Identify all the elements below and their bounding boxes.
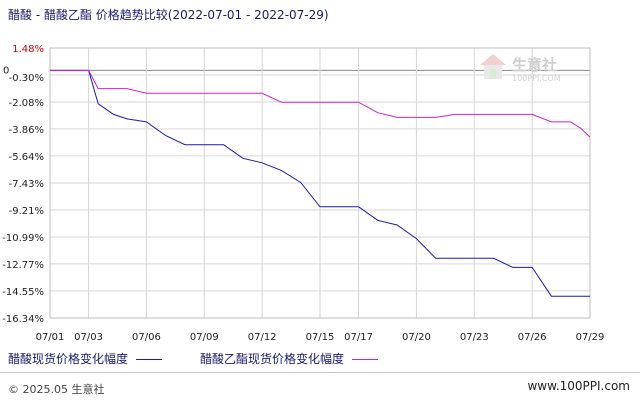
site-url[interactable]: www.100PPI.com xyxy=(527,379,630,393)
legend-series-2: 醋酸乙酯现货价格变化幅度 xyxy=(200,350,379,367)
watermark-logo-icon xyxy=(480,54,506,79)
watermark: 生意社 100PPI.COM xyxy=(478,52,561,86)
x-tick-label: 07/23 xyxy=(460,332,489,343)
legend-series-1: 醋酸现货价格变化幅度 xyxy=(8,350,163,367)
x-tick-label: 07/20 xyxy=(402,332,431,343)
legend-swatch-series-2 xyxy=(352,359,379,360)
y-tick-label: 1.48% xyxy=(12,44,44,55)
x-tick-label: 07/06 xyxy=(132,332,161,343)
y-tick-label: -9.21% xyxy=(9,206,44,217)
watermark-url: 100PPI.COM xyxy=(512,74,561,83)
legend-label-series-2: 醋酸乙酯现货价格变化幅度 xyxy=(200,352,345,366)
y-tick-label: -14.55% xyxy=(2,287,44,298)
chart-title: 醋酸 - 醋酸乙酯 价格趋势比较(2022-07-01 - 2022-07-29… xyxy=(8,8,329,22)
y-tick-label: -10.99% xyxy=(2,233,44,244)
x-tick-label: 07/01 xyxy=(36,332,65,343)
y-tick-label: -3.86% xyxy=(9,125,44,136)
x-tick-label: 07/29 xyxy=(576,332,605,343)
watermark-name: 生意社 xyxy=(512,56,558,74)
y-tick-label: -0.30% xyxy=(9,73,44,84)
series-line-1 xyxy=(50,69,590,297)
y-tick-label: -16.34% xyxy=(2,314,44,325)
x-tick-label: 07/17 xyxy=(344,332,373,343)
x-tick-label: 07/26 xyxy=(518,332,547,343)
legend-swatch-series-1 xyxy=(136,359,163,360)
zero-label: 0 xyxy=(3,65,9,76)
x-tick-label: 07/15 xyxy=(306,332,335,343)
x-tick-label: 07/09 xyxy=(190,332,219,343)
y-tick-label: -7.43% xyxy=(9,179,44,190)
legend-label-series-1: 醋酸现货价格变化幅度 xyxy=(8,352,129,366)
y-tick-label: -2.08% xyxy=(9,98,44,109)
x-tick-label: 07/12 xyxy=(248,332,277,343)
site-link[interactable]: www.100PPI.com xyxy=(527,379,630,393)
series-line-2 xyxy=(50,69,591,138)
y-tick-label: -5.64% xyxy=(9,152,44,163)
plot-frame xyxy=(49,47,591,319)
copyright-text: © 2025.05 生意社 xyxy=(8,383,105,396)
x-tick-label: 07/03 xyxy=(74,332,103,343)
y-tick-label: -12.77% xyxy=(2,260,44,271)
footer: © 2025.05 生意社 www.100PPI.com xyxy=(0,372,640,401)
